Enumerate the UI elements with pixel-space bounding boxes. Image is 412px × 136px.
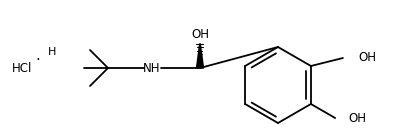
Text: NH: NH [143, 61, 161, 75]
Polygon shape [197, 44, 204, 68]
Text: OH: OH [348, 112, 366, 124]
Text: OH: OH [358, 52, 376, 64]
Text: HCl: HCl [12, 61, 32, 75]
Text: OH: OH [191, 29, 209, 41]
Text: ·: · [35, 53, 40, 69]
Text: H: H [48, 47, 56, 57]
